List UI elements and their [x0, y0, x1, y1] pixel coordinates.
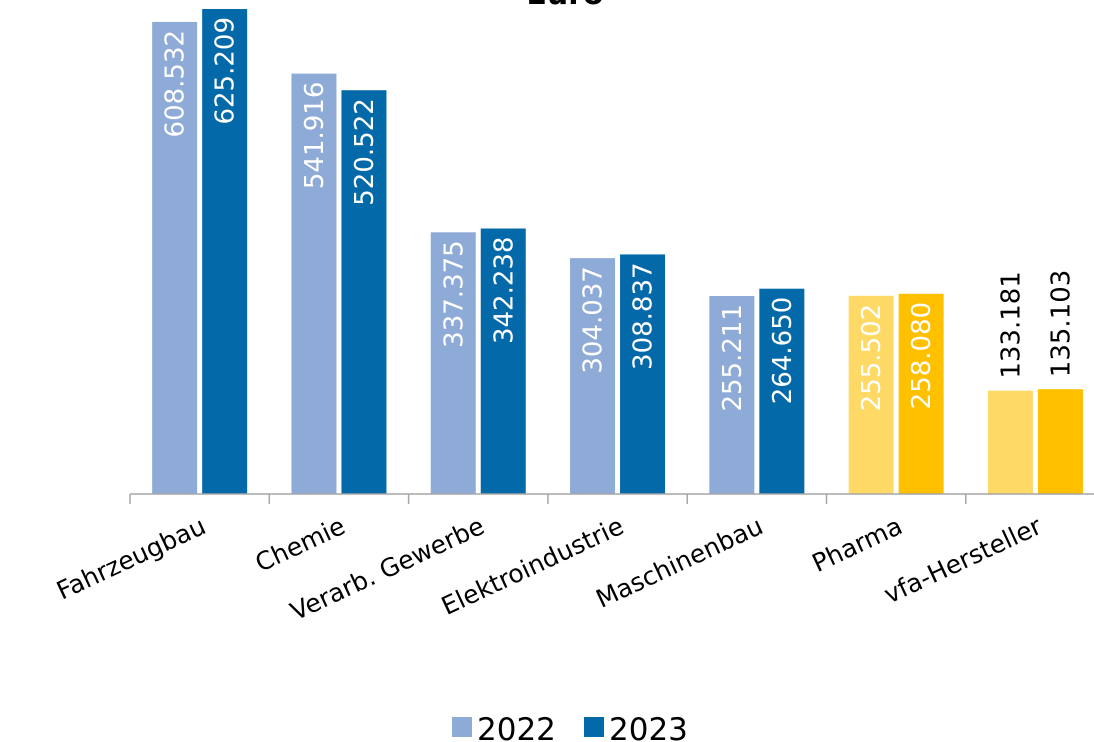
bar-2022-3: [570, 258, 616, 494]
value-label-2023-5: 258.080: [907, 302, 937, 410]
value-label-2023-3: 308.837: [629, 262, 659, 370]
legend: 2022 2023: [452, 712, 688, 742]
bar-2023-1: [341, 90, 387, 494]
legend-label-2022: 2022: [477, 712, 556, 742]
value-label-2022-5: 255.502: [857, 304, 887, 412]
category-label-1: Chemie: [251, 511, 350, 578]
value-label-2023-6: 135.103: [1046, 270, 1076, 378]
value-label-2022-6: 133.181: [996, 271, 1026, 379]
value-label-2023-4: 264.650: [768, 297, 798, 405]
category-label-5: Pharma: [808, 511, 907, 578]
value-label-2023-0: 625.209: [211, 17, 241, 125]
bar-2022-6: [987, 390, 1033, 494]
value-label-2022-4: 255.211: [718, 304, 748, 412]
bar-2022-4: [709, 296, 755, 494]
chart-title: Euro: [526, 0, 603, 12]
bar-2022-2: [430, 232, 476, 494]
value-labels-group: 608.532 625.209 541.916 520.522 337.375 342.2…: [161, 17, 1077, 412]
legend-swatch-2023: [584, 717, 604, 737]
bar-2023-6: [1037, 389, 1083, 494]
category-label-0: Fahrzeugbau: [52, 511, 210, 605]
value-label-2022-0: 608.532: [161, 30, 191, 138]
value-label-2022-3: 304.037: [579, 266, 609, 374]
value-label-2022-2: 337.375: [439, 240, 469, 348]
bar-2023-5: [898, 293, 944, 494]
legend-label-2023: 2023: [609, 712, 688, 742]
bar-2023-3: [620, 254, 666, 494]
x-axis: [129, 493, 1094, 504]
category-label-6: vfa-Hersteller: [880, 511, 1047, 609]
bar-2022-5: [848, 295, 894, 494]
bar-2023-2: [480, 228, 526, 494]
bar-2022-0: [152, 21, 198, 495]
value-label-2023-1: 520.522: [350, 98, 380, 206]
bar-2023-0: [202, 9, 248, 494]
bar-2022-1: [291, 73, 337, 494]
bar-2023-4: [759, 288, 805, 494]
value-label-2022-1: 541.916: [300, 82, 330, 190]
legend-swatch-2022: [452, 717, 472, 737]
value-label-2023-2: 342.238: [489, 237, 519, 345]
bars-group: [152, 9, 1083, 495]
